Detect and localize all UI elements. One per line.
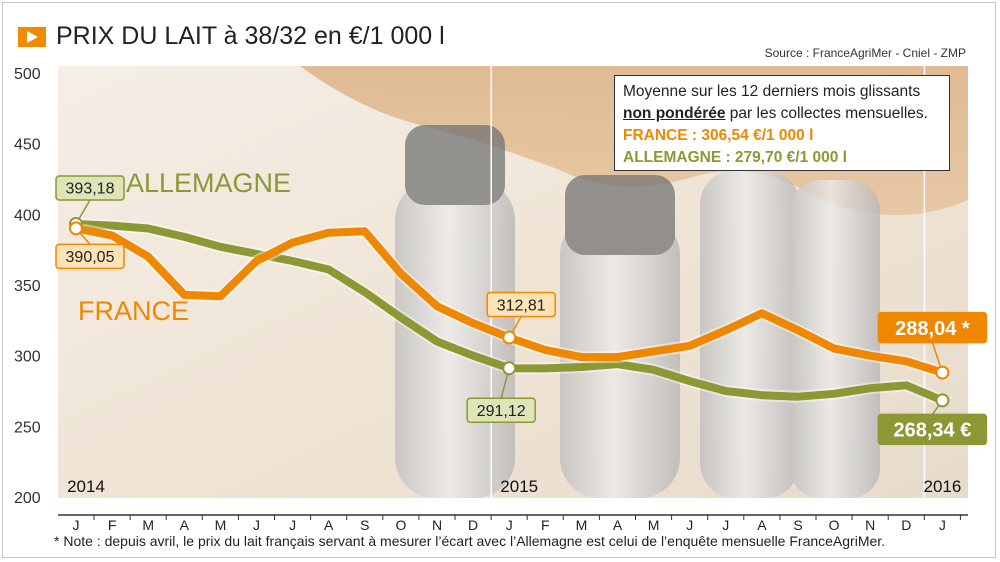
- x-tick-label: D: [468, 517, 478, 533]
- annotation-label: 312,81: [497, 297, 546, 314]
- annotation-label: 393,18: [66, 181, 115, 198]
- annotation-point-marker: [935, 393, 950, 408]
- x-tick-label: J: [253, 517, 260, 533]
- annotation-point-marker: [502, 330, 517, 345]
- footnote: * Note : depuis avril, le prix du lait f…: [54, 533, 886, 549]
- x-tick-label: A: [613, 517, 623, 533]
- x-tick-label: F: [108, 517, 117, 533]
- x-tick-label: M: [576, 517, 588, 533]
- x-tick-label: A: [324, 517, 334, 533]
- series-name-labels: ALLEMAGNE FRANCE: [78, 168, 291, 326]
- annotation-box: [877, 311, 988, 344]
- title-arrow-icon: [18, 27, 46, 47]
- x-tick-label: M: [648, 517, 660, 533]
- annotation-box: [486, 291, 556, 318]
- source-note: Source : FranceAgriMer - Cniel - ZMP: [764, 46, 966, 60]
- legend-line-2: non pondérée par les collectes mensuelle…: [623, 103, 941, 125]
- x-tick-label: O: [395, 517, 406, 533]
- y-axis: 500 450 400 350 300 250 200: [14, 66, 41, 507]
- x-tick-label: N: [432, 517, 442, 533]
- x-axis: J F M A M J J A S O N D J F M A M J J A S O N D J 2014 2015 2016: [58, 477, 968, 533]
- legend-france-average: FRANCE : 306,54 €/1 000 l: [623, 127, 814, 144]
- series-label-france: FRANCE: [78, 296, 189, 326]
- x-tick-label: M: [215, 517, 227, 533]
- x-tick-label: J: [73, 517, 80, 533]
- x-tick-label: O: [829, 517, 840, 533]
- x-tick-label: J: [722, 517, 729, 533]
- year-label: 2015: [500, 477, 538, 496]
- x-tick-label: D: [901, 517, 911, 533]
- annotation-label: 390,05: [66, 249, 115, 266]
- x-tick-label: F: [541, 517, 550, 533]
- y-tick-label: 350: [14, 278, 41, 295]
- annotation-label: 288,04 *: [895, 318, 970, 340]
- series-label-allemagne: ALLEMAGNE: [126, 168, 291, 198]
- chart-title: PRIX DU LAIT à 38/32 en €/1 000 l: [56, 22, 445, 50]
- annotation-point-marker: [935, 365, 950, 380]
- legend-line-1: Moyenne sur les 12 derniers mois glissan…: [623, 83, 921, 100]
- x-tick-label: J: [939, 517, 946, 533]
- x-tick-label: A: [180, 517, 190, 533]
- x-tick-label: S: [360, 517, 369, 533]
- x-tick-label: J: [289, 517, 296, 533]
- x-tick-label: J: [686, 517, 693, 533]
- legend-bold-text: non pondérée: [623, 105, 726, 122]
- x-tick-label: S: [793, 517, 802, 533]
- x-tick-label: A: [757, 517, 767, 533]
- annotation-point-marker: [502, 361, 517, 376]
- legend-line-2-rest: par les collectes mensuelles.: [725, 105, 928, 122]
- y-tick-label: 250: [14, 419, 41, 436]
- annotation-point-marker: [69, 221, 83, 236]
- y-tick-label: 200: [14, 490, 41, 507]
- year-label: 2014: [67, 477, 105, 496]
- average-legend-box: Moyenne sur les 12 derniers mois glissan…: [614, 75, 950, 171]
- annotation-label: 291,12: [477, 403, 526, 420]
- y-tick-label: 300: [14, 349, 41, 366]
- annotation-box: [55, 175, 125, 201]
- legend-allemagne-average: ALLEMAGNE : 279,70 €/1 000 l: [623, 149, 847, 166]
- annotation-label: 268,34 €: [893, 420, 971, 442]
- y-tick-label: 450: [14, 137, 41, 154]
- annotation-box: [466, 397, 536, 423]
- x-tick-label: M: [142, 517, 154, 533]
- x-tick-label: N: [865, 517, 875, 533]
- annotation-box: [877, 413, 988, 446]
- y-tick-label: 400: [14, 207, 41, 224]
- year-label: 2016: [923, 477, 961, 496]
- value-annotations: 393,18 390,05 312,81 291,12 288,04 * 268,34 €: [55, 175, 988, 446]
- y-tick-label: 500: [14, 66, 41, 83]
- x-tick-label: J: [506, 517, 513, 533]
- annotation-box: [55, 243, 125, 270]
